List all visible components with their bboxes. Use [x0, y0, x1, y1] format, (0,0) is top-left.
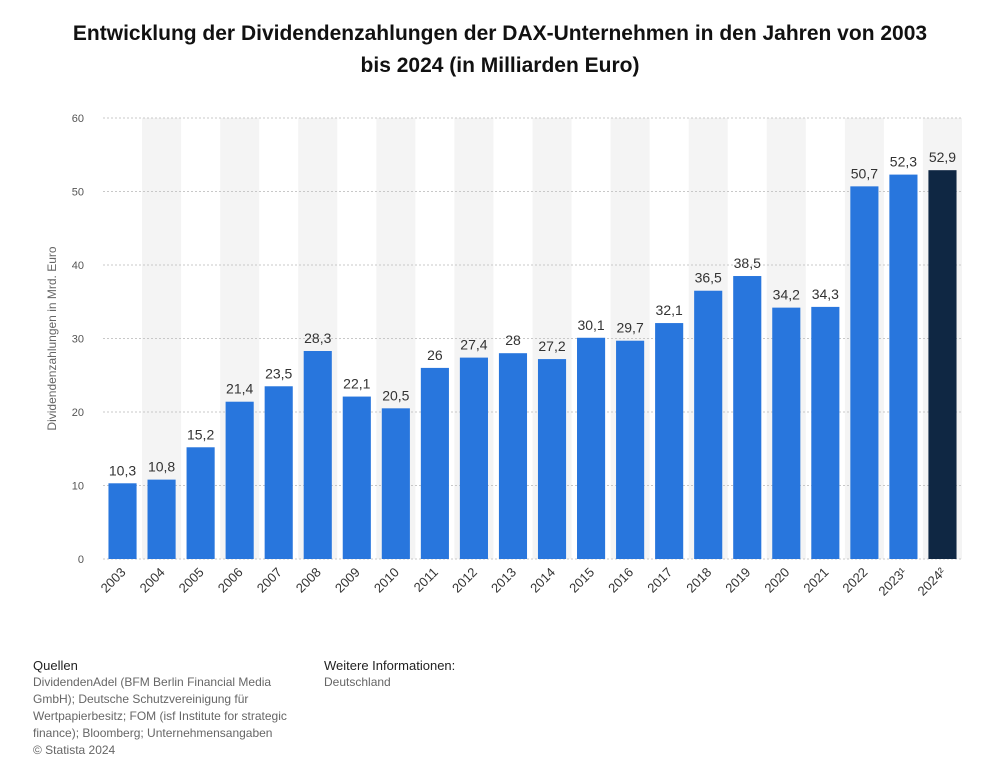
bar	[108, 483, 137, 559]
x-tick-label: 2010	[371, 565, 402, 596]
data-label: 28	[505, 332, 521, 348]
x-tick-label: 2016	[605, 565, 636, 596]
data-label: 34,2	[773, 287, 800, 303]
bar	[928, 170, 957, 559]
bar	[303, 350, 332, 559]
data-label: 29,7	[616, 320, 643, 336]
x-tick-label: 2008	[293, 565, 324, 596]
x-tick-label: 2022	[839, 565, 870, 596]
bar	[655, 323, 684, 559]
info-text: Deutschland	[324, 675, 391, 689]
y-tick-label: 50	[72, 187, 84, 199]
x-tick-label: 2012	[449, 565, 480, 596]
data-label: 22,1	[343, 376, 370, 392]
data-label: 10,8	[148, 459, 175, 475]
data-label: 23,5	[265, 365, 292, 381]
bar	[342, 396, 371, 559]
x-tick-label: 2006	[215, 565, 246, 596]
data-label: 20,5	[382, 387, 409, 403]
bar	[537, 359, 567, 559]
chart-title: Entwicklung der Dividendenzahlungen der …	[72, 22, 928, 77]
bar	[147, 479, 176, 559]
sources-text: DividendenAdel (BFM Berlin Financial Med…	[33, 675, 287, 740]
x-tick-label: 2005	[176, 565, 207, 596]
x-tick-label: 2007	[254, 565, 285, 596]
copyright-text: © Statista 2024	[33, 743, 116, 757]
bar	[811, 306, 840, 559]
data-label: 21,4	[226, 381, 253, 397]
bar	[264, 386, 293, 559]
bar	[498, 353, 528, 559]
x-tick-label: 2009	[332, 565, 363, 596]
bar	[733, 276, 762, 559]
bar-chart: 0 10 20 30 40 50 60 Dividendenzahlungen in Mrd.…	[45, 113, 962, 599]
data-label: 30,1	[577, 317, 604, 333]
x-tick-label: 2014	[527, 565, 558, 596]
data-label: 52,9	[929, 149, 956, 165]
y-tick-label: 20	[72, 407, 84, 419]
x-tick-label: 2011	[411, 565, 441, 595]
data-label: 36,5	[695, 270, 722, 286]
data-label: 38,5	[734, 255, 761, 271]
bar	[772, 307, 801, 559]
data-label: 50,7	[851, 165, 878, 181]
bar	[459, 357, 488, 559]
data-label: 52,3	[890, 154, 917, 170]
y-tick-label: 10	[72, 481, 84, 493]
x-tick-label: 2020	[761, 565, 792, 596]
info-heading: Weitere Informationen:	[324, 658, 456, 673]
data-label: 34,3	[812, 286, 839, 302]
x-tick-label: 2003	[98, 565, 129, 596]
sources-block: Quellen DividendenAdel (BFM Berlin Finan…	[33, 657, 303, 759]
bar	[186, 447, 215, 559]
bar	[694, 290, 723, 559]
data-label: 15,2	[187, 426, 214, 442]
y-tick-label: 30	[72, 334, 84, 346]
data-label: 10,3	[109, 462, 136, 478]
sources-heading: Quellen	[33, 658, 78, 673]
y-tick-label: 0	[78, 554, 84, 566]
bar	[889, 174, 918, 559]
x-tick-label: 2004	[137, 565, 168, 596]
x-tick-label: 2019	[722, 565, 753, 596]
bar	[850, 186, 879, 560]
x-tick-label: 2024²	[914, 564, 949, 599]
y-tick-label: 40	[72, 260, 84, 272]
data-label: 26	[427, 347, 443, 363]
x-tick-label: 2015	[566, 565, 597, 596]
x-tick-label: 2013	[488, 565, 519, 596]
y-tick-label: 60	[72, 113, 84, 125]
bar	[225, 401, 254, 559]
x-tick-label: 2017	[644, 565, 675, 596]
data-label: 27,2	[538, 338, 565, 354]
data-label: 32,1	[656, 302, 683, 318]
x-tick-label: 2018	[683, 565, 714, 596]
bar	[616, 340, 645, 559]
data-label: 28,3	[304, 330, 331, 346]
x-tick-label: 2021	[800, 565, 831, 596]
bar	[420, 367, 449, 559]
x-tick-label: 2023¹	[875, 564, 910, 599]
y-axis-title: Dividendenzahlungen in Mrd. Euro	[45, 246, 59, 430]
info-block: Weitere Informationen: Deutschland	[324, 657, 624, 691]
bar	[381, 408, 410, 559]
bar	[577, 337, 606, 559]
data-label: 27,4	[460, 337, 487, 353]
